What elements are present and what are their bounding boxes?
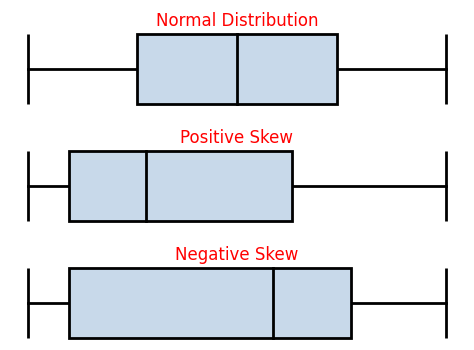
Bar — [69, 267, 351, 338]
Bar — [69, 151, 292, 221]
Text: Positive Skew: Positive Skew — [181, 129, 293, 147]
Text: Normal Distribution: Normal Distribution — [156, 12, 318, 30]
Text: Negative Skew: Negative Skew — [175, 246, 299, 264]
Bar — [137, 34, 337, 104]
